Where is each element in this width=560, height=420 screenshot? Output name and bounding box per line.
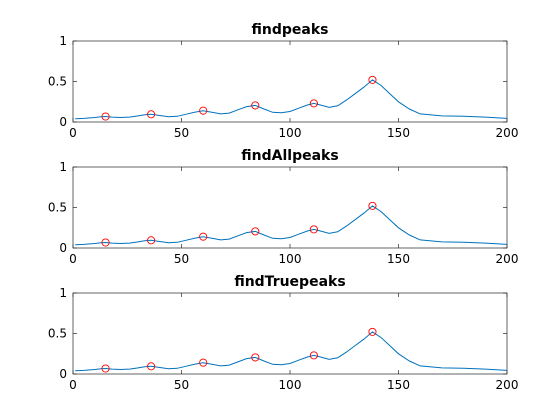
subplot-1: findpeaks 0 50 100 150 200 0 0.5 1	[48, 22, 519, 140]
peak-marker	[199, 106, 208, 115]
x-tick-label: 50	[174, 378, 189, 392]
peak-marker	[147, 362, 156, 371]
peak-marker	[368, 201, 377, 210]
chart-title: findAllpeaks	[241, 148, 338, 164]
axes-box	[72, 40, 508, 123]
x-tick-label: 150	[387, 126, 410, 140]
chart-title: findTruepeaks	[234, 274, 345, 290]
y-tick-label: 1	[59, 286, 67, 300]
peak-marker	[368, 327, 377, 336]
series-line	[75, 79, 508, 120]
x-tick-label: 200	[496, 378, 519, 392]
series-line	[75, 205, 508, 246]
chart-title: findpeaks	[252, 22, 329, 38]
peak-marker	[309, 99, 318, 108]
x-tick-label: 150	[387, 252, 410, 266]
y-tick-label: 0.5	[48, 75, 67, 89]
peak-marker	[199, 232, 208, 241]
y-tick-label: 0	[59, 241, 67, 255]
series-line	[75, 331, 508, 372]
y-tick-label: 0	[59, 367, 67, 381]
peak-marker	[309, 351, 318, 360]
y-tick-label: 0	[59, 115, 67, 129]
peak-marker	[147, 110, 156, 119]
x-tick-label: 200	[496, 126, 519, 140]
x-tick-label: 100	[279, 378, 302, 392]
peak-marker	[251, 227, 260, 236]
y-tick-label: 1	[59, 34, 67, 48]
x-tick-label: 50	[174, 126, 189, 140]
peak-marker	[199, 358, 208, 367]
peak-marker	[101, 364, 110, 373]
peak-marker	[309, 225, 318, 234]
axes-box	[72, 292, 508, 375]
x-tick-label: 150	[387, 378, 410, 392]
y-tick-label: 0.5	[48, 201, 67, 215]
y-tick-label: 0.5	[48, 327, 67, 341]
x-tick-label: 0	[69, 378, 77, 392]
x-tick-label: 0	[69, 252, 77, 266]
x-tick-label: 100	[279, 252, 302, 266]
x-tick-label: 200	[496, 252, 519, 266]
y-tick-label: 1	[59, 160, 67, 174]
peak-marker	[368, 75, 377, 84]
peak-marker	[101, 112, 110, 121]
axes-box	[72, 166, 508, 249]
peak-marker	[101, 238, 110, 247]
x-tick-label: 50	[174, 252, 189, 266]
peak-marker	[147, 236, 156, 245]
subplot-3: findTruepeaks 0 50 100 150 200 0 0.5 1	[48, 274, 519, 392]
peak-marker	[251, 353, 260, 362]
peak-marker	[251, 101, 260, 110]
x-tick-label: 100	[279, 126, 302, 140]
subplot-2: findAllpeaks 0 50 100 150 200 0 0.5 1	[48, 148, 519, 266]
x-tick-label: 0	[69, 126, 77, 140]
